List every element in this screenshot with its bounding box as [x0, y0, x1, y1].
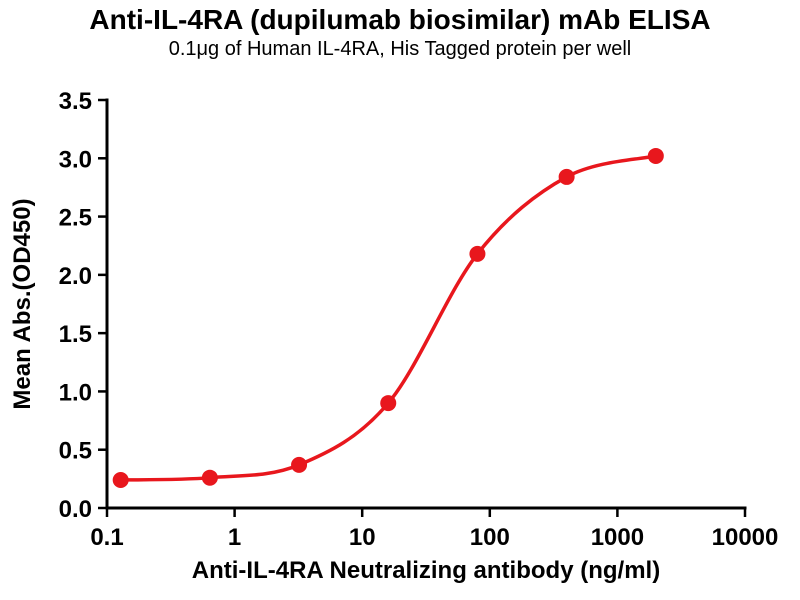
- y-tick-label: 2.0: [59, 263, 92, 290]
- chart-title: Anti-IL-4RA (dupilumab biosimilar) mAb E…: [89, 4, 711, 35]
- y-tick-label: 3.5: [59, 88, 92, 115]
- y-tick-label: 0.5: [59, 438, 92, 465]
- x-tick-label: 10000: [712, 524, 779, 551]
- x-tick-label: 1: [228, 524, 241, 551]
- fit-curve: [118, 154, 658, 482]
- x-tick-label: 10: [349, 524, 376, 551]
- x-tick-label: 100: [470, 524, 510, 551]
- data-series: [112, 147, 664, 489]
- axis-ticks: 0.1 1 10 100 1000 10000 0.0 0.5 1.0 1.5 2.0 2.5 3.0 3…: [59, 88, 779, 551]
- x-tick-label: 1000: [591, 524, 644, 551]
- data-point: [558, 168, 575, 185]
- x-axis-label: Anti-IL-4RA Neutralizing antibody (ng/ml…: [192, 557, 660, 584]
- y-tick-label: 2.5: [59, 205, 92, 232]
- data-point: [201, 469, 218, 486]
- data-point: [647, 147, 664, 164]
- y-tick-label: 0.0: [59, 496, 92, 523]
- data-point: [469, 245, 486, 262]
- y-tick-label: 1.5: [59, 321, 92, 348]
- y-tick-label: 1.0: [59, 379, 92, 406]
- data-point: [380, 395, 397, 412]
- y-tick-label: 3.0: [59, 146, 92, 173]
- x-tick-label: 0.1: [90, 524, 123, 551]
- data-point: [291, 456, 308, 473]
- y-axis-label: Mean Abs.(OD450): [9, 198, 36, 409]
- data-point: [112, 472, 129, 489]
- chart-subtitle: 0.1μg of Human IL-4RA, His Tagged protei…: [168, 38, 632, 60]
